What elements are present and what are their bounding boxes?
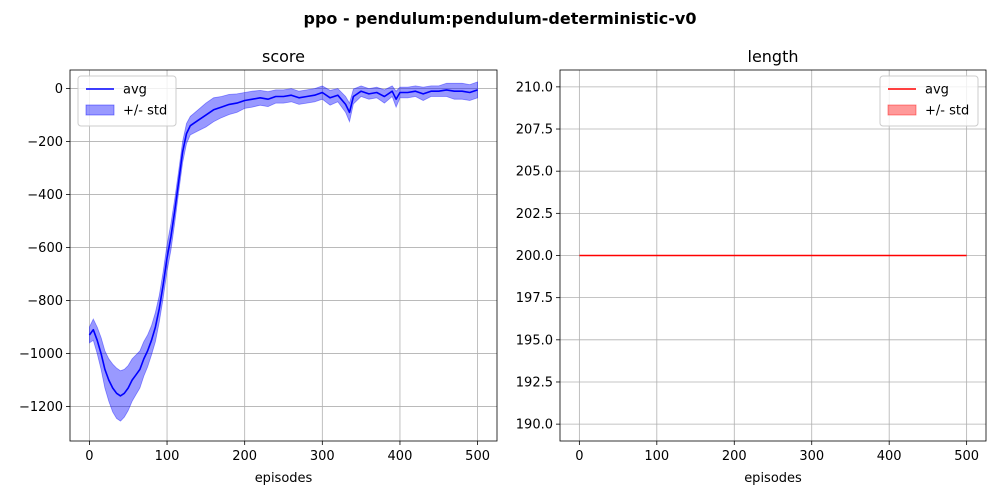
length-xtick-label-0: 0 bbox=[575, 449, 583, 464]
score-axes: 0 100 200 300 400 500 −1200 −1000 −800 −600 −400 −2… bbox=[19, 47, 498, 486]
score-ytick-label-6: 0 bbox=[55, 82, 63, 97]
length-xtick-label-3: 300 bbox=[799, 449, 824, 464]
length-ytick-label-7: 207.5 bbox=[516, 123, 553, 138]
length-legend-std-label: +/- std bbox=[925, 104, 969, 119]
length-legend: avg +/- std bbox=[879, 75, 979, 127]
length-xtick-label-2: 200 bbox=[722, 449, 747, 464]
score-avg-line bbox=[88, 89, 478, 397]
score-ytick-label-1: −1000 bbox=[19, 347, 63, 362]
length-xtick-label-1: 100 bbox=[644, 449, 669, 464]
score-ytick-label-2: −800 bbox=[27, 294, 63, 309]
length-ytick-label-6: 205.0 bbox=[516, 165, 553, 180]
score-ytick-label-0: −1200 bbox=[19, 400, 63, 415]
score-xaxis-label: episodes bbox=[255, 471, 313, 486]
score-xtick-label-0: 0 bbox=[85, 449, 93, 464]
figure-suptitle: ppo - pendulum:pendulum-deterministic-v0 bbox=[304, 9, 697, 28]
length-ytick-label-5: 202.5 bbox=[516, 207, 553, 222]
length-ytick-label-0: 190.0 bbox=[516, 418, 553, 433]
score-ytick-label-3: −600 bbox=[27, 241, 63, 256]
length-ytick-label-1: 192.5 bbox=[516, 375, 553, 390]
length-xaxis-label: episodes bbox=[744, 471, 802, 486]
score-xtick-label-4: 400 bbox=[388, 449, 413, 464]
length-axes-title: length bbox=[748, 47, 799, 66]
score-ytick-label-5: −200 bbox=[27, 135, 63, 150]
length-ytick-label-4: 200.0 bbox=[516, 249, 553, 264]
length-xtick-label-5: 500 bbox=[954, 449, 979, 464]
length-legend-avg-label: avg bbox=[925, 83, 949, 98]
score-axes-frame bbox=[69, 69, 498, 442]
score-std-band bbox=[89, 81, 479, 422]
length-legend-std-swatch bbox=[887, 104, 917, 116]
length-ytick-label-3: 197.5 bbox=[516, 291, 553, 306]
score-legend-std-label: +/- std bbox=[123, 104, 167, 119]
score-xtick-label-3: 300 bbox=[310, 449, 335, 464]
length-xtick-label-4: 400 bbox=[877, 449, 902, 464]
score-legend-std-swatch bbox=[85, 104, 115, 116]
score-axes-title: score bbox=[262, 47, 305, 66]
score-legend-avg-label: avg bbox=[123, 83, 147, 98]
length-ytick-label-8: 210.0 bbox=[516, 80, 553, 95]
score-xtick-label-1: 100 bbox=[155, 449, 180, 464]
score-ytick-label-4: −400 bbox=[27, 188, 63, 203]
score-legend: avg +/- std bbox=[77, 75, 177, 127]
length-axes: 0 100 200 300 400 500 190.0 192.5 195.0 197.5 200.… bbox=[516, 47, 987, 486]
length-ytick-label-2: 195.0 bbox=[516, 333, 553, 348]
score-xtick-label-5: 500 bbox=[465, 449, 490, 464]
score-xtick-label-2: 200 bbox=[232, 449, 257, 464]
